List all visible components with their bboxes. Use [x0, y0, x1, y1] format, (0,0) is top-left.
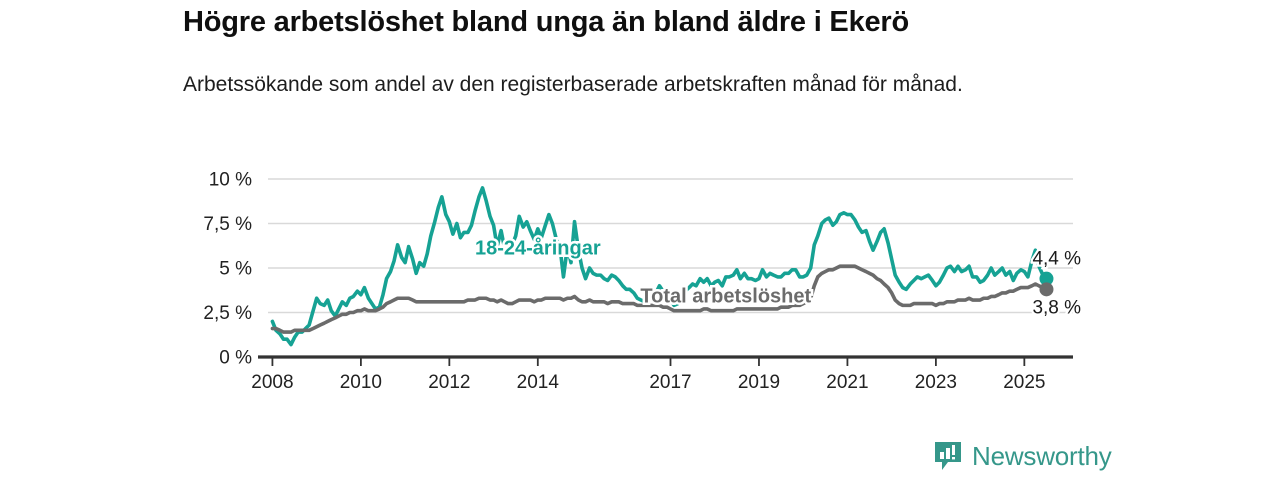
y-tick-label: 7,5 %	[203, 214, 252, 235]
y-axis-tick-labels: 0 % 2,5 % 5 % 7,5 % 10 %	[203, 170, 252, 369]
y-tick-label: 0 %	[219, 348, 252, 369]
x-tick-label: 2017	[649, 372, 691, 393]
end-value-halo: 4,4 %	[1032, 249, 1081, 270]
series-label: 18-24-åringar	[475, 237, 601, 260]
end-value-halo: 3,8 %	[1032, 297, 1081, 318]
y-tick-label: 5 %	[219, 259, 252, 280]
end-value-label: 4,4 %	[1032, 249, 1081, 270]
series-label: Total arbetslöshet	[640, 286, 811, 308]
series-lines	[270, 186, 1049, 347]
x-tick-label: 2019	[738, 372, 780, 393]
end-value-label: 3,8 %	[1032, 297, 1081, 318]
x-tick-label: 2023	[915, 372, 957, 393]
x-tick-label: 2025	[1003, 372, 1045, 393]
x-tick-label: 2021	[826, 372, 868, 393]
newsworthy-bubble-icon	[935, 442, 961, 470]
series-end-value-labels: 4,4 %4,4 %3,8 %3,8 %	[1030, 246, 1083, 320]
chart-subtitle: Arbetssökande som andel av den registerb…	[183, 73, 963, 96]
x-tick-label: 2008	[251, 372, 293, 393]
series-line	[270, 186, 1049, 347]
x-tick-label: 2014	[517, 372, 560, 393]
series-label-halo: 18-24-åringar	[475, 237, 601, 260]
page-title: Högre arbetslöshet bland unga än bland ä…	[183, 6, 910, 38]
gridlines	[268, 178, 1073, 314]
x-axis-tick-labels: 2008 2010 2012 2014 2017 2019 2021 2023 2025	[251, 372, 1045, 393]
series-line	[270, 264, 1049, 334]
series-label-halo: Total arbetslöshet	[640, 286, 811, 308]
logo-wordmark: Newsworthy	[972, 440, 1112, 471]
newsworthy-logo[interactable]: Newsworthy	[933, 440, 1112, 472]
y-tick-label: 10 %	[209, 170, 252, 191]
x-axis	[258, 355, 1073, 366]
series-end-dot	[1039, 271, 1054, 286]
x-tick-label: 2010	[340, 372, 382, 393]
y-tick-label: 2,5 %	[203, 303, 252, 324]
series-end-dots	[1039, 271, 1054, 297]
series-end-dot	[1039, 282, 1054, 297]
x-tick-label: 2012	[428, 372, 470, 393]
